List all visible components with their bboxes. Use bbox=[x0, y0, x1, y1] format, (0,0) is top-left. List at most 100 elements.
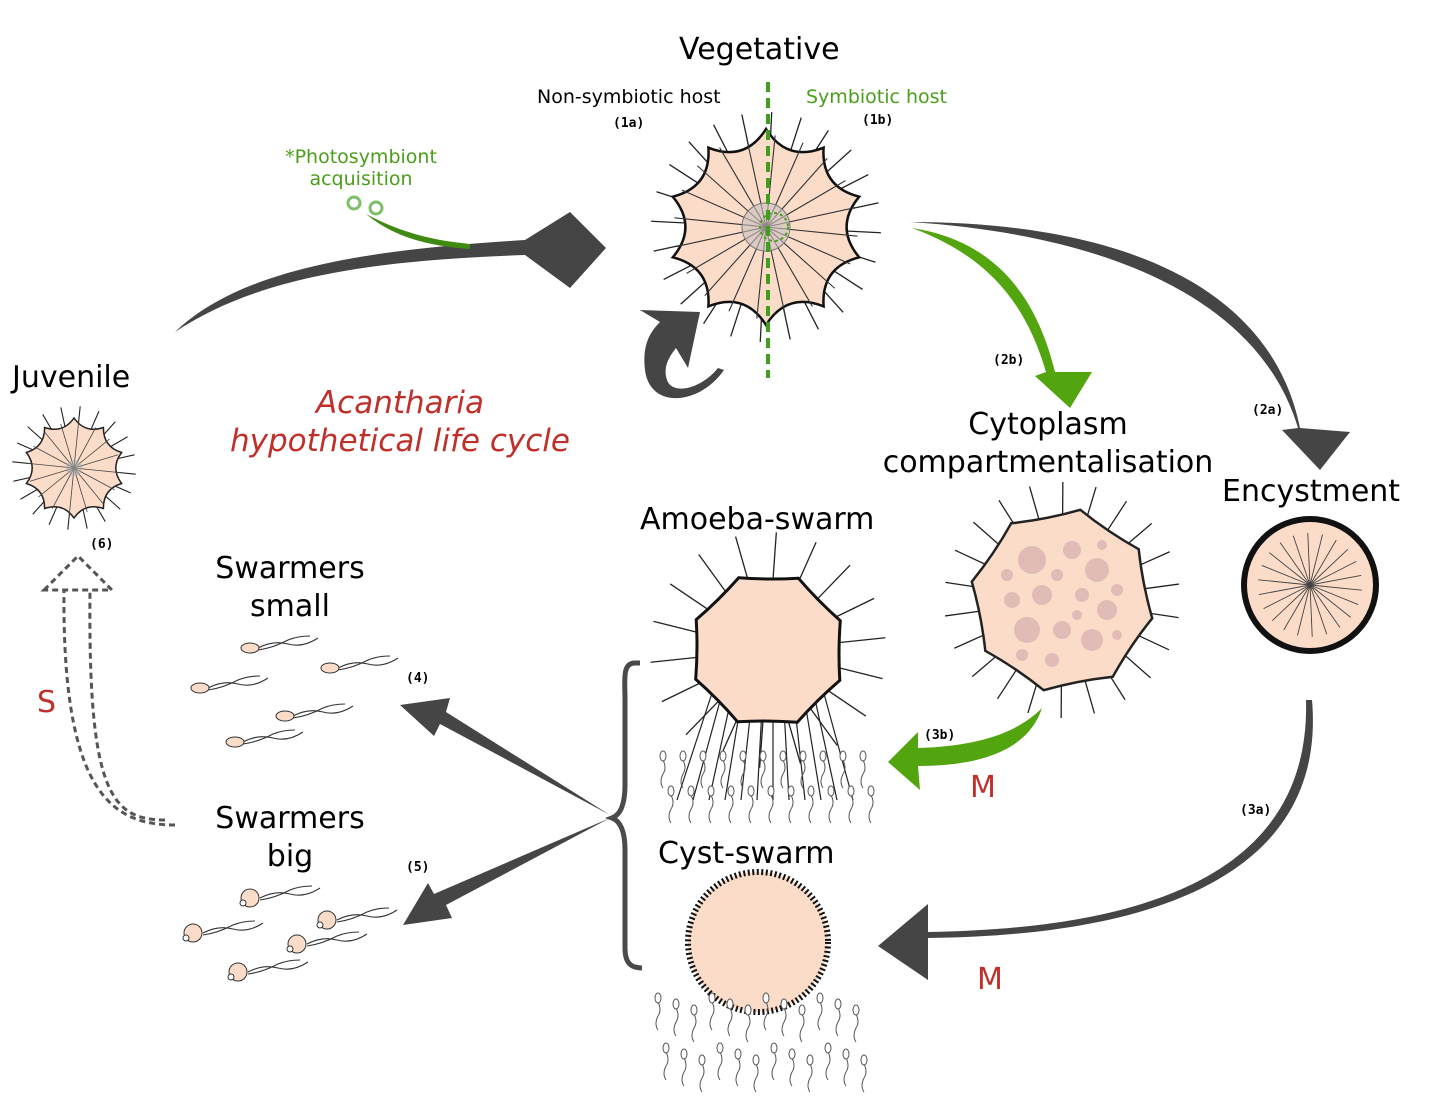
swarmer-icon bbox=[779, 750, 787, 762]
cell-spike bbox=[685, 699, 720, 736]
compartment-vacuole bbox=[1063, 541, 1081, 559]
swarmer-icon bbox=[708, 992, 716, 1004]
swarmer-flagellum-icon bbox=[700, 759, 706, 789]
swarmer-flagellum-icon bbox=[663, 1051, 669, 1081]
symbiont-cluster-icon bbox=[759, 212, 789, 242]
cell-spike bbox=[825, 688, 867, 717]
step-1a: (1a) bbox=[613, 116, 645, 131]
radial-spine bbox=[1271, 584, 1311, 622]
swarmer-icon bbox=[679, 750, 687, 762]
radial-spine bbox=[1258, 584, 1311, 596]
swarmer-nucleus-icon bbox=[182, 934, 190, 942]
cell-spike bbox=[837, 637, 886, 644]
radial-spine bbox=[1263, 584, 1311, 610]
swarmer-flagellum-icon bbox=[740, 759, 746, 789]
swarmer-icon bbox=[788, 1048, 796, 1060]
compartment-vacuole bbox=[1018, 546, 1046, 574]
compartment-vacuole bbox=[1053, 621, 1071, 639]
swarmer-nucleus-icon bbox=[227, 973, 235, 981]
swarmer-icon bbox=[799, 750, 807, 762]
swarmer-flagellum-icon bbox=[673, 1007, 679, 1037]
central-capsule bbox=[66, 460, 82, 476]
swarmers-big-line-2: big bbox=[266, 839, 314, 874]
step-4: (4) bbox=[406, 671, 430, 686]
swarmers-big-label: Swarmers big bbox=[190, 800, 390, 876]
swarmer-flagellum-icon bbox=[247, 959, 309, 975]
swarmer-flagellum-icon bbox=[668, 794, 674, 824]
swarmer-nucleus-icon bbox=[286, 945, 294, 953]
swarmer-flagellum-icon bbox=[843, 1057, 849, 1087]
swarmer-icon bbox=[680, 1048, 688, 1060]
swarmer-flagellum-icon bbox=[292, 703, 354, 719]
compartment-vacuole bbox=[1001, 569, 1013, 581]
cell-spike bbox=[698, 554, 728, 594]
swarmer-flagellum-icon bbox=[763, 1001, 769, 1031]
swarmer-flagellum-icon bbox=[708, 794, 714, 824]
compartment-vacuole bbox=[1072, 610, 1082, 620]
cell-spike bbox=[669, 583, 711, 612]
cell-spike bbox=[822, 689, 854, 801]
step-5: (5) bbox=[406, 860, 430, 875]
cell-spike bbox=[816, 564, 851, 601]
swarmer-icon bbox=[659, 750, 667, 762]
swarmer-icon bbox=[744, 1004, 752, 1016]
step-1b: (1b) bbox=[862, 113, 894, 128]
cell-spike bbox=[653, 620, 701, 634]
swarmer-flagellum-icon bbox=[699, 1063, 705, 1093]
swarmer-flagellum-icon bbox=[807, 1063, 813, 1093]
cell-spike bbox=[812, 689, 838, 801]
radial-spine bbox=[1309, 548, 1349, 586]
arrow-to-cytoplasm bbox=[912, 228, 1092, 408]
radial-spine bbox=[1297, 584, 1311, 636]
step-2b: (2b) bbox=[993, 353, 1025, 368]
cell-spike bbox=[772, 532, 777, 581]
non-symbiotic-label: Non-symbiotic host bbox=[537, 86, 721, 108]
swarmer-flagellum-icon bbox=[768, 794, 774, 824]
swarmer-icon bbox=[690, 1004, 698, 1016]
swarmer-flagellum-icon bbox=[680, 759, 686, 789]
symbiotic-label: Symbiotic host bbox=[806, 86, 948, 108]
swarmer-icon bbox=[770, 1042, 778, 1054]
photosymbiont-label: *Photosymbiont acquisition bbox=[256, 146, 466, 190]
swarmer-small-icon bbox=[275, 710, 295, 722]
swarmer-icon bbox=[726, 998, 734, 1010]
swarmer-icon bbox=[827, 785, 835, 797]
swarmer-flagellum-icon bbox=[753, 1063, 759, 1093]
arrow-juvenile-to-vegetative bbox=[175, 212, 606, 332]
juvenile-label: Juvenile bbox=[12, 360, 131, 395]
arrow-to-juvenile-dashed bbox=[62, 589, 176, 827]
compartment-vacuole bbox=[1085, 558, 1109, 582]
swarmer-flagellum-icon bbox=[691, 1013, 697, 1043]
swarmer-icon bbox=[816, 992, 824, 1004]
swarmer-icon bbox=[734, 1048, 742, 1060]
swarmer-flagellum-icon bbox=[817, 1001, 823, 1031]
swarmer-icon bbox=[787, 785, 795, 797]
compartment-vacuole bbox=[1081, 629, 1103, 651]
radial-spine bbox=[1258, 579, 1311, 586]
swarmer-flagellum-icon bbox=[660, 759, 666, 789]
cell-spike bbox=[676, 689, 714, 801]
swarmer-flagellum-icon bbox=[242, 729, 304, 745]
radial-spine bbox=[1309, 539, 1337, 586]
radial-spine bbox=[1309, 534, 1323, 586]
swarm-bracket bbox=[604, 660, 643, 971]
title-line-1: Acantharia bbox=[315, 385, 485, 421]
cytoplasm-line-1: Cytoplasm bbox=[968, 407, 1128, 442]
swarmer-flagellum-icon bbox=[771, 1051, 777, 1081]
swarmer-icon bbox=[847, 785, 855, 797]
swarmer-flagellum-icon bbox=[860, 759, 866, 789]
cell-spike bbox=[808, 706, 838, 746]
radial-spine bbox=[1309, 584, 1362, 591]
swarmer-icon bbox=[807, 785, 815, 797]
swarmer-icon bbox=[834, 998, 842, 1010]
swarmer-flagellum-icon bbox=[207, 675, 269, 691]
arrow-to-swarmers-big bbox=[403, 818, 610, 925]
swarmer-flagellum-icon bbox=[257, 635, 319, 651]
swarmer-flagellum-icon bbox=[820, 759, 826, 789]
arrow-cytoplasm-to-amoeba bbox=[888, 708, 1042, 790]
juvenile-cell bbox=[12, 406, 136, 530]
swarmer-flagellum-icon bbox=[825, 1051, 831, 1081]
swarmer-small-icon bbox=[225, 736, 245, 748]
cell-spike bbox=[692, 689, 724, 801]
arrow-encystment-to-cyst bbox=[878, 700, 1313, 980]
